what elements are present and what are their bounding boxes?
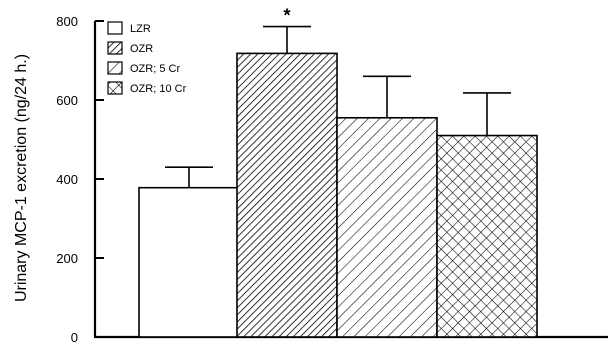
legend-swatch <box>107 61 123 75</box>
y-tick-label: 0 <box>71 330 78 345</box>
y-axis-label: Urinary MCP-1 excretion (ng/24 h.) <box>13 54 30 302</box>
legend-swatch <box>107 21 123 35</box>
legend-swatch <box>107 41 123 55</box>
bar <box>138 186 240 338</box>
bars: * <box>138 6 538 338</box>
bar <box>336 116 438 338</box>
y-tick-label: 600 <box>56 93 78 108</box>
legend: LZR OZR OZR; 5 Cr OZR; 10 Cr <box>107 21 187 95</box>
legend-label: OZR <box>130 43 153 55</box>
legend-label: OZR; 10 Cr <box>130 83 187 95</box>
legend-label: OZR; 5 Cr <box>130 63 180 75</box>
y-tick-label: 800 <box>56 14 78 29</box>
bar <box>236 52 338 338</box>
y-tick-label: 400 <box>56 172 78 187</box>
legend-swatch <box>107 81 123 95</box>
y-tick-label: 200 <box>56 251 78 266</box>
significance-marker: * <box>283 6 290 26</box>
legend-label: LZR <box>130 23 151 35</box>
bar <box>436 134 538 338</box>
